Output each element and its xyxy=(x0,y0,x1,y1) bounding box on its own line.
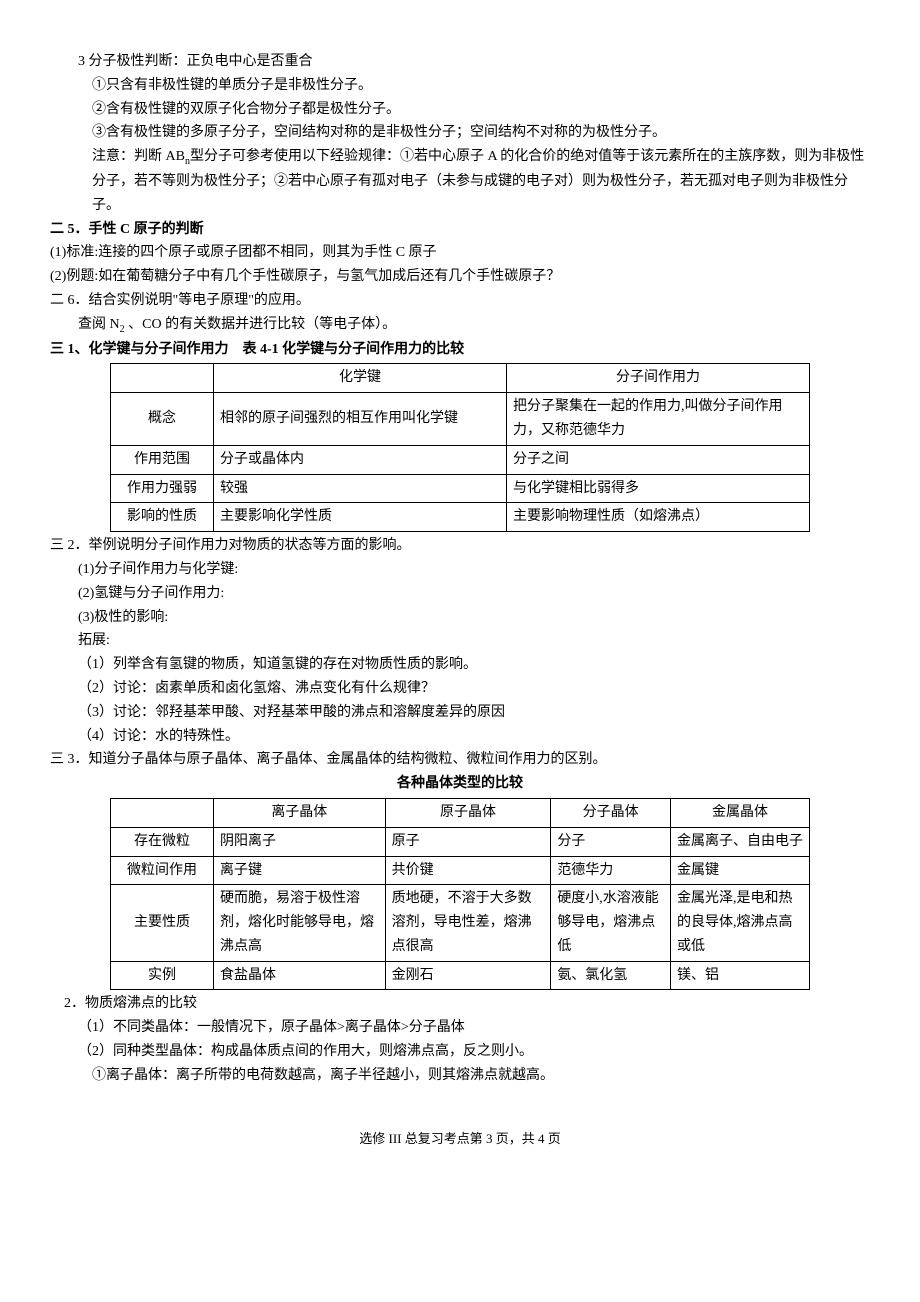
text: 查阅 N2 、CO 的有关数据并进行比较（等电子体）。 xyxy=(50,313,870,338)
table-header: 离子晶体 xyxy=(214,798,386,827)
table-cell: 主要影响化学性质 xyxy=(214,503,507,532)
table-row: 影响的性质 主要影响化学性质 主要影响物理性质（如熔沸点） xyxy=(111,503,810,532)
table-header: 分子晶体 xyxy=(551,798,671,827)
table-cell: 分子或晶体内 xyxy=(214,445,507,474)
text: （3）讨论：邻羟基苯甲酸、对羟基苯甲酸的沸点和溶解度差异的原因 xyxy=(50,701,870,725)
table-header xyxy=(111,798,214,827)
table-cell: 与化学键相比弱得多 xyxy=(507,474,810,503)
table-header: 分子间作用力 xyxy=(507,364,810,393)
table-cell: 主要影响物理性质（如熔沸点） xyxy=(507,503,810,532)
table-cell: 共价键 xyxy=(385,856,551,885)
text: 拓展: xyxy=(50,629,870,653)
table-title: 各种晶体类型的比较 xyxy=(50,772,870,796)
table-header: 金属晶体 xyxy=(670,798,809,827)
table-row: 概念 相邻的原子间强烈的相互作用叫化学键 把分子聚集在一起的作用力,叫做分子间作… xyxy=(111,393,810,446)
table-cell: 硬度小,水溶液能够导电，熔沸点低 xyxy=(551,885,671,961)
table-cell: 分子 xyxy=(551,827,671,856)
table-row: 作用范围 分子或晶体内 分子之间 xyxy=(111,445,810,474)
table-cell: 金属键 xyxy=(670,856,809,885)
table-cell: 金刚石 xyxy=(385,961,551,990)
text: 二 6．结合实例说明"等电子原理"的应用。 xyxy=(50,289,870,313)
table-cell: 概念 xyxy=(111,393,214,446)
table-cell: 作用范围 xyxy=(111,445,214,474)
table-bonds: 化学键 分子间作用力 概念 相邻的原子间强烈的相互作用叫化学键 把分子聚集在一起… xyxy=(110,363,810,532)
text: 三 2．举例说明分子间作用力对物质的状态等方面的影响。 xyxy=(50,534,870,558)
table-cell: 存在微粒 xyxy=(111,827,214,856)
table-row: 实例 食盐晶体 金刚石 氨、氯化氢 镁、铝 xyxy=(111,961,810,990)
text-span: ③含有极性键的多原子分子，空间结构对称的是非极性分子；空间结构不对称的为极性分子… xyxy=(50,125,666,140)
table-header: 原子晶体 xyxy=(385,798,551,827)
note: 注意：判断 ABn型分子可参考使用以下经验规律：①若中心原子 A 的化合价的绝对… xyxy=(92,145,870,217)
table-row: 主要性质 硬而脆，易溶于极性溶剂，熔化时能够导电，熔沸点高 质地硬，不溶于大多数… xyxy=(111,885,810,961)
table-cell: 质地硬，不溶于大多数溶剂，导电性差，熔沸点很高 xyxy=(385,885,551,961)
text: (1)分子间作用力与化学键: xyxy=(50,558,870,582)
text-span: 查阅 N xyxy=(78,317,120,332)
table-cell: 氨、氯化氢 xyxy=(551,961,671,990)
page-footer: 选修 III 总复习考点第 3 页，共 4 页 xyxy=(50,1128,870,1150)
text: (2)氢键与分子间作用力: xyxy=(50,582,870,606)
text: （4）讨论：水的特殊性。 xyxy=(50,725,870,749)
heading: 三 1、化学键与分子间作用力 表 4-1 化学键与分子间作用力的比较 xyxy=(50,338,870,362)
text: (3)极性的影响: xyxy=(50,606,870,630)
table-crystals: 离子晶体 原子晶体 分子晶体 金属晶体 存在微粒 阴阳离子 原子 分子 金属离子… xyxy=(110,798,810,991)
table-cell: 分子之间 xyxy=(507,445,810,474)
table-cell: 原子 xyxy=(385,827,551,856)
table-cell: 硬而脆，易溶于极性溶剂，熔化时能够导电，熔沸点高 xyxy=(214,885,386,961)
text: ③含有极性键的多原子分子，空间结构对称的是非极性分子；空间结构不对称的为极性分子… xyxy=(50,121,870,145)
table-cell: 阴阳离子 xyxy=(214,827,386,856)
table-cell: 金属离子、自由电子 xyxy=(670,827,809,856)
table-cell: 较强 xyxy=(214,474,507,503)
heading: 二 5．手性 C 原子的判断 xyxy=(50,218,870,242)
text: ①离子晶体：离子所带的电荷数越高，离子半径越小，则其熔沸点就越高。 xyxy=(50,1064,870,1088)
table-cell: 微粒间作用 xyxy=(111,856,214,885)
table-header xyxy=(111,364,214,393)
table-cell: 范德华力 xyxy=(551,856,671,885)
text: 3 分子极性判断：正负电中心是否重合 xyxy=(50,50,870,74)
text: (1)标准:连接的四个原子或原子团都不相同，则其为手性 C 原子 xyxy=(50,241,870,265)
text-span: 型分子可参考使用以下经验规律：①若中心原子 A 的化合价的绝对值等于该元素所在的… xyxy=(92,149,864,213)
table-cell: 食盐晶体 xyxy=(214,961,386,990)
table-cell: 影响的性质 xyxy=(111,503,214,532)
table-cell: 把分子聚集在一起的作用力,叫做分子间作用力，又称范德华力 xyxy=(507,393,810,446)
table-row: 存在微粒 阴阳离子 原子 分子 金属离子、自由电子 xyxy=(111,827,810,856)
text: (2)例题:如在葡萄糖分子中有几个手性碳原子，与氢气加成后还有几个手性碳原子？ xyxy=(50,265,870,289)
table-cell: 实例 xyxy=(111,961,214,990)
text: ①只含有非极性键的单质分子是非极性分子。 xyxy=(50,74,870,98)
table-header: 化学键 xyxy=(214,364,507,393)
text-span: 、CO 的有关数据并进行比较（等电子体）。 xyxy=(125,317,396,332)
text: 2．物质熔沸点的比较 xyxy=(50,992,870,1016)
text: （2）讨论：卤素单质和卤化氢熔、沸点变化有什么规律？ xyxy=(50,677,870,701)
table-cell: 主要性质 xyxy=(111,885,214,961)
table-row: 化学键 分子间作用力 xyxy=(111,364,810,393)
table-cell: 作用力强弱 xyxy=(111,474,214,503)
table-row: 微粒间作用 离子键 共价键 范德华力 金属键 xyxy=(111,856,810,885)
table-cell: 镁、铝 xyxy=(670,961,809,990)
text: （2）同种类型晶体：构成晶体质点间的作用大，则熔沸点高，反之则小。 xyxy=(50,1040,870,1064)
text: ②含有极性键的双原子化合物分子都是极性分子。 xyxy=(50,98,870,122)
table-cell: 离子键 xyxy=(214,856,386,885)
text: （1）不同类晶体：一般情况下，原子晶体>离子晶体>分子晶体 xyxy=(50,1016,870,1040)
table-row: 作用力强弱 较强 与化学键相比弱得多 xyxy=(111,474,810,503)
table-row: 离子晶体 原子晶体 分子晶体 金属晶体 xyxy=(111,798,810,827)
table-cell: 相邻的原子间强烈的相互作用叫化学键 xyxy=(214,393,507,446)
text: 三 3．知道分子晶体与原子晶体、离子晶体、金属晶体的结构微粒、微粒间作用力的区别… xyxy=(50,748,870,772)
text: （1）列举含有氢键的物质，知道氢键的存在对物质性质的影响。 xyxy=(50,653,870,677)
table-cell: 金属光泽,是电和热的良导体,熔沸点高或低 xyxy=(670,885,809,961)
text-span: 注意：判断 AB xyxy=(92,149,185,164)
